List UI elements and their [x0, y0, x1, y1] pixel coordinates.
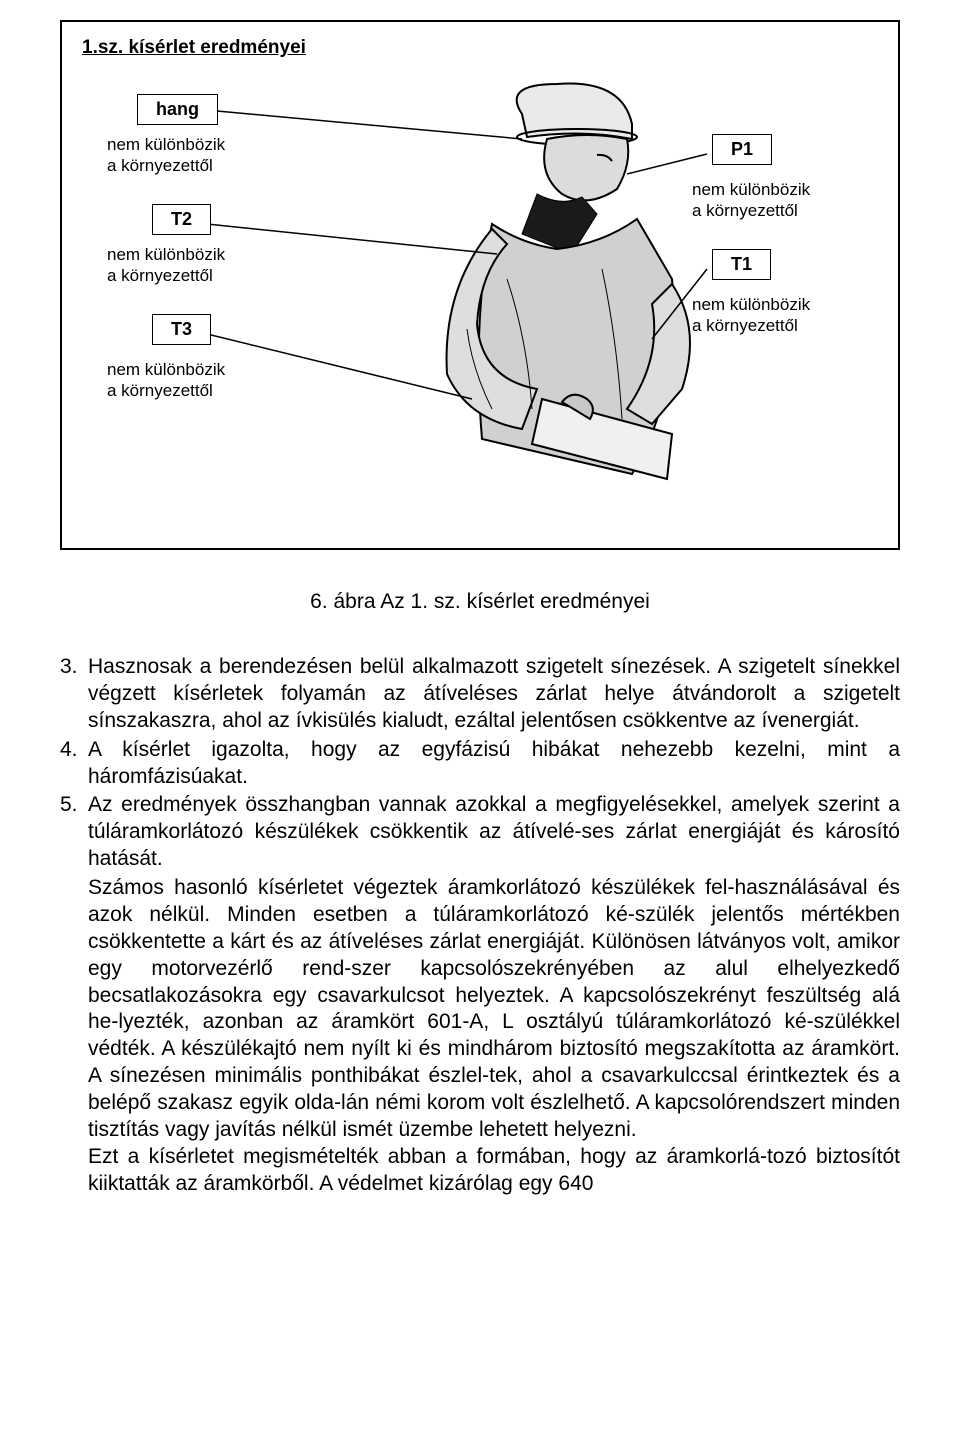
figure-frame: 1.sz. kísérlet eredményei	[60, 20, 900, 550]
list-content-3: Hasznosak a berendezésen belül alkalmazo…	[88, 654, 900, 735]
list-content-5: Az eredmények összhangban vannak azokkal…	[88, 792, 900, 873]
list-item-5: 5. Az eredmények összhangban vannak azok…	[60, 792, 900, 873]
list-number: 4.	[60, 737, 88, 791]
list-number: 3.	[60, 654, 88, 735]
label-text-t2: nem különbözik a környezettől	[107, 244, 225, 287]
label-text-t1: nem különbözik a környezettől	[692, 294, 810, 337]
label-box-t2: T2	[152, 204, 211, 235]
label-box-t3: T3	[152, 314, 211, 345]
list-content-4: A kísérlet igazolta, hogy az egyfázisú h…	[88, 737, 900, 791]
paragraph-1: Számos hasonló kísérletet végeztek áramk…	[88, 875, 900, 1144]
figure-caption: 6. ábra Az 1. sz. kísérlet eredményei	[60, 590, 900, 614]
list-number: 5.	[60, 792, 88, 873]
paragraph-2: Ezt a kísérletet megismételték abban a f…	[88, 1144, 900, 1198]
label-box-hang: hang	[137, 94, 218, 125]
figure-title: 1.sz. kísérlet eredményei	[82, 37, 878, 59]
label-text-t3: nem különbözik a környezettől	[107, 359, 225, 402]
label-text-hang: nem különbözik a környezettől	[107, 134, 225, 177]
label-box-p1: P1	[712, 134, 772, 165]
label-text-p1: nem különbözik a környezettől	[692, 179, 810, 222]
body-text: 3. Hasznosak a berendezésen belül alkalm…	[60, 654, 900, 1198]
list-item-4: 4. A kísérlet igazolta, hogy az egyfázis…	[60, 737, 900, 791]
label-box-t1: T1	[712, 249, 771, 280]
list-item-3: 3. Hasznosak a berendezésen belül alkalm…	[60, 654, 900, 735]
diagram-area: hang nem különbözik a környezettől T2 ne…	[82, 79, 878, 519]
